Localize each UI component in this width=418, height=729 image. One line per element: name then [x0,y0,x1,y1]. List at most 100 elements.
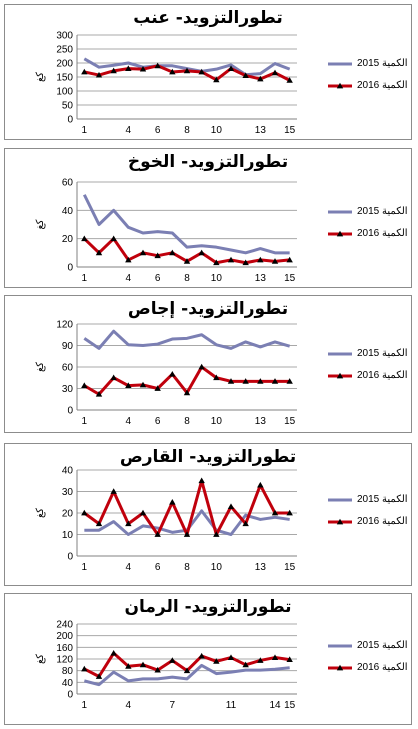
y-tick-label: 250 [56,45,73,56]
chart-panel: تطورالتزويد- إجاص 0 30 60 90 120 كغ 1 4 6 8 10 13 15 ا… [4,295,412,433]
y-tick-label: 0 [67,263,73,274]
y-tick-label: 150 [56,73,73,84]
x-tick-label: 4 [126,273,132,284]
y-tick-label: 20 [62,234,74,245]
y-axis-label: كغ [35,654,46,664]
data-point-marker [242,72,249,78]
chart-legend: الكمية 2015 الكمية 2016 [327,343,413,391]
y-axis-label: كغ [35,362,46,372]
x-tick-label: 15 [284,416,296,427]
legend-entry: الكمية 2015 [327,347,413,361]
data-point-marker [227,256,235,263]
data-point-marker [242,520,249,527]
legend-entry: الكمية 2015 [327,493,413,507]
chart-title: تطورالتزويد- الخوخ [127,152,289,172]
chart-panel: تطورالتزويد- القارص 0 10 20 30 40 كغ 1 4 6 8 10 13 15… [4,443,412,586]
x-tick-label: 15 [284,273,296,284]
x-tick-label: 4 [126,562,132,573]
data-point-marker [110,374,117,381]
chart-legend: الكمية 2015 الكمية 2016 [327,489,413,537]
chart-title: تطورالتزويد- عنب [133,8,283,28]
legend-swatch [328,210,352,213]
data-point-marker [81,509,88,516]
legend-swatch [328,372,352,379]
y-tick-label: 30 [62,487,74,498]
legend-entry: الكمية 2016 [327,227,413,241]
legend-swatch [328,518,352,525]
data-point-marker [286,77,293,83]
data-point-marker [183,67,191,74]
legend-swatch [328,498,352,502]
data-point-marker [271,69,279,76]
legend-label: الكمية 2015 [357,58,408,69]
data-point-marker [110,488,117,494]
legend-label: الكمية 2016 [357,80,408,91]
data-point-marker [213,658,220,664]
x-tick-label: 1 [82,273,88,284]
y-tick-label: 120 [56,320,73,331]
legend-entry: الكمية 2015 [327,639,413,653]
x-tick-label: 15 [284,125,296,136]
data-point-marker [125,520,132,527]
y-axis-label: كغ [35,219,46,229]
chart-plot: 0 50 100 150 200 250 300 كغ 1 4 6 8 10 13 15 [35,31,297,136]
data-point-marker [183,531,191,537]
y-tick-label: 40 [62,678,74,689]
data-point-marker [154,62,161,69]
data-point-marker [125,663,132,669]
data-point-marker [169,370,176,377]
data-point-marker [169,68,176,75]
chart-panel: تطورالتزويد- الرمان 0 40 80 120 160 200 240 كغ 1 4… [4,593,412,725]
x-tick-label: 6 [155,416,161,427]
legend-entry: الكمية 2016 [327,79,413,93]
legend-entry: الكمية 2015 [327,57,413,71]
chart-plot: 0 30 60 90 120 كغ 1 4 6 8 10 13 15 [35,320,297,427]
y-tick-label: 160 [56,643,73,654]
x-tick-label: 6 [155,562,161,573]
data-point-marker [154,666,161,673]
data-point-marker [227,65,235,71]
y-tick-label: 40 [62,466,74,477]
y-tick-label: 200 [56,59,73,70]
data-point-marker [125,382,132,389]
x-tick-label: 7 [170,700,176,711]
legend-label: الكمية 2015 [357,494,408,505]
data-point-marker [198,249,205,256]
data-point-marker [213,531,220,537]
data-point-marker [271,378,279,384]
data-point-marker [125,65,132,71]
data-point-marker [125,256,132,263]
y-tick-label: 10 [62,530,74,541]
x-tick-label: 10 [211,273,223,284]
data-point-marker [81,68,88,75]
data-point-marker [242,378,249,384]
y-tick-label: 20 [62,509,74,520]
y-tick-label: 0 [67,115,73,126]
data-point-marker [198,68,205,75]
x-tick-label: 13 [255,416,267,427]
x-tick-label: 8 [184,273,190,284]
data-point-marker [154,385,161,391]
legend-entry: الكمية 2015 [327,205,413,219]
legend-label: الكمية 2015 [357,640,408,651]
data-point-marker [110,67,117,74]
x-tick-label: 4 [126,416,132,427]
data-point-marker [198,652,205,659]
legend-label: الكمية 2015 [357,205,408,217]
data-point-marker [257,75,264,82]
series-line-2 [83,479,290,536]
data-point-marker [257,657,264,663]
data-point-marker [154,531,161,537]
x-tick-label: 6 [155,125,161,136]
series-line-1 [83,663,290,687]
x-tick-label: 15 [284,562,296,573]
x-tick-label: 13 [255,273,267,284]
legend-entry: الكمية 2016 [327,515,413,529]
data-point-marker [242,259,249,266]
data-point-marker [227,378,235,384]
data-point-marker [227,654,235,660]
data-point-marker [110,235,117,242]
data-point-marker [95,71,103,78]
y-tick-label: 100 [56,87,73,98]
